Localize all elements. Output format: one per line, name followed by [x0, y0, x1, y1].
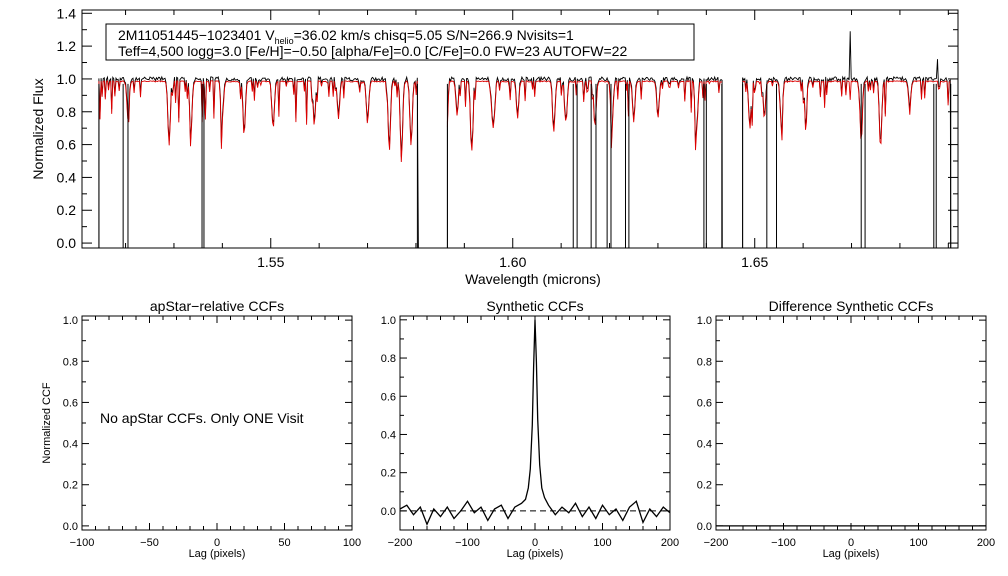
y-tick-label: 0.6	[697, 397, 712, 409]
difference-ccf-axes: −200 −100 0 100 200 0.0 0.2 0.4 0.6 0.8 1.0	[697, 315, 995, 549]
x-tick-label: 200	[661, 537, 679, 549]
info-box: 2M11051445−1023401 Vhelio=36.02 km/s chi…	[105, 23, 695, 61]
y-tick-label: 0.4	[57, 169, 77, 185]
x-tick-label: 1.60	[499, 254, 526, 270]
x-tick-label: 100	[909, 537, 927, 549]
y-tick-label: 0.0	[63, 521, 78, 533]
y-tick-label: 1.2	[57, 38, 77, 54]
y-tick-label: 0.0	[57, 235, 77, 251]
x-tick-label: 100	[593, 537, 611, 549]
apstar-ccf-axes: −100 −50 0 50 100 0.0 0.2 0.4 0.6 0.8 1.0	[63, 315, 361, 549]
x-tick-label: −200	[388, 537, 413, 549]
spectrum-xlabel: Wavelength (microns)	[465, 271, 601, 287]
info-box-frame	[105, 23, 695, 61]
y-tick-label: 0.2	[63, 480, 78, 492]
x-tick-label: 200	[977, 537, 995, 549]
y-tick-label: 0.4	[697, 439, 712, 451]
y-tick-label: 0.6	[63, 397, 78, 409]
spectrum-plot-area	[98, 31, 952, 249]
y-tick-label: 0.8	[381, 353, 396, 365]
spectrum-frame	[81, 9, 959, 249]
y-tick-label: 0.0	[697, 521, 712, 533]
x-tick-label: 100	[343, 537, 361, 549]
synthetic-ccf-axes: −200 −100 0 100 200 0.0 0.2 0.4 0.6 0.8 1.0	[381, 315, 679, 549]
y-tick-label: 0.6	[57, 137, 77, 153]
apstar-ccf-message: No apStar CCFs. Only ONE Visit	[100, 410, 304, 426]
y-tick-label: 0.0	[381, 506, 396, 518]
y-tick-label: 1.0	[63, 315, 78, 327]
y-tick-label: 0.2	[381, 468, 396, 480]
x-tick-label: −50	[140, 537, 159, 549]
apstar-ccf-ylabel: Normalized CCF	[41, 382, 53, 464]
y-tick-label: 0.8	[57, 104, 77, 120]
spectrum-axes: 1.55 1.60 1.65 0.0 0.2 0.4 0.6 0.8 1.0 1.2 1.4	[57, 5, 958, 270]
y-tick-label: 0.4	[381, 429, 396, 441]
x-tick-label: 0	[848, 537, 854, 549]
x-tick-label: −200	[704, 537, 729, 549]
x-tick-label: −100	[771, 537, 796, 549]
difference-ccf-xlabel: Lag (pixels)	[823, 548, 880, 560]
x-tick-label: −100	[455, 537, 480, 549]
synthetic-spectrum-line	[742, 80, 951, 145]
y-tick-label: 1.0	[381, 315, 396, 327]
apstar-ccf-panel: apStar−relative CCFs −100 −50 0 50 100 0.0 0.2…	[41, 298, 361, 560]
info-box-line-1: 2M11051445−1023401 Vhelio=36.02 km/s chi…	[118, 27, 574, 46]
info-box-line-2: Teff=4,500 logg=3.0 [Fe/H]=−0.50 [alpha/…	[118, 43, 627, 59]
x-tick-label: 50	[278, 537, 290, 549]
x-tick-label: 0	[214, 537, 220, 549]
x-tick-label: 1.65	[741, 254, 768, 270]
synthetic-ccf-xlabel: Lag (pixels)	[507, 548, 564, 560]
spectrum-panel: 1.55 1.60 1.65 0.0 0.2 0.4 0.6 0.8 1.0 1.2 1.4 2M1…	[30, 5, 959, 287]
x-tick-label: 1.55	[257, 254, 284, 270]
y-tick-label: 0.4	[63, 439, 78, 451]
y-tick-label: 0.2	[57, 202, 77, 218]
apstar-ccf-xlabel: Lag (pixels)	[189, 548, 246, 560]
synthetic-spectrum-line	[446, 79, 723, 151]
difference-ccf-panel: Difference Synthetic CCFs −200 −100 0 100 20…	[697, 298, 995, 560]
synthetic-ccf-panel: Synthetic CCFs −200 −100 0 100 200 0.0 0.2 0.4 0…	[381, 298, 679, 560]
synthetic-spectrum-line	[98, 80, 418, 163]
synthetic-ccf-title: Synthetic CCFs	[486, 298, 583, 314]
spectrum-ylabel: Normalized Flux	[30, 78, 46, 179]
y-tick-label: 0.8	[63, 356, 78, 368]
y-tick-label: 1.4	[57, 5, 77, 21]
x-tick-label: 0	[532, 537, 538, 549]
y-tick-label: 1.0	[697, 315, 712, 327]
y-tick-label: 0.8	[697, 356, 712, 368]
apstar-ccf-title: apStar−relative CCFs	[150, 298, 284, 314]
y-tick-label: 1.0	[57, 71, 77, 87]
y-tick-label: 0.2	[697, 480, 712, 492]
y-tick-label: 0.6	[381, 391, 396, 403]
difference-ccf-title: Difference Synthetic CCFs	[769, 298, 934, 314]
x-tick-label: −100	[70, 537, 95, 549]
